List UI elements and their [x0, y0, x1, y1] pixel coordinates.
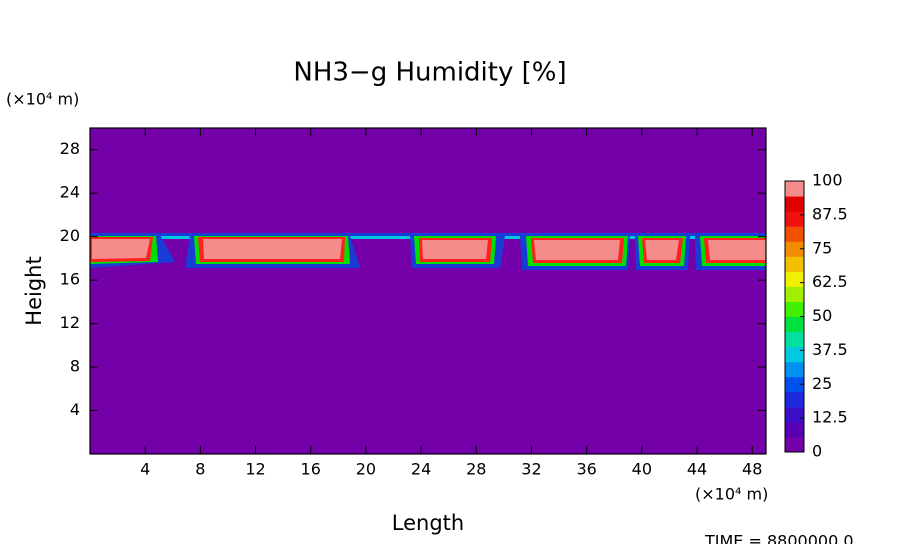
colorbar-band [785, 406, 804, 423]
colorbar-label: 75 [812, 238, 832, 257]
x-tick-label: 20 [356, 460, 376, 479]
y-axis-title: Height [22, 256, 46, 325]
y-unit: (×10⁴ m) [6, 90, 79, 109]
x-axis-title: Length [392, 511, 464, 535]
colorbar-band [785, 391, 804, 408]
cloud-layer [90, 233, 766, 270]
colorbar-label: 25 [812, 374, 832, 393]
colorbar-band [785, 331, 804, 348]
x-tick-label: 28 [466, 460, 486, 479]
colorbar-band [785, 211, 804, 227]
colorbar-band [785, 181, 804, 197]
colorbar-band [785, 286, 804, 302]
colorbar-band [785, 436, 804, 453]
x-unit: (×10⁴ m) [695, 485, 768, 504]
colorbar-label: 50 [812, 306, 832, 325]
x-tick-label: 40 [632, 460, 652, 479]
x-tick-label: 16 [301, 460, 321, 479]
y-tick-label: 20 [60, 226, 80, 245]
y-tick-label: 28 [60, 139, 80, 158]
colorbar-label: 12.5 [812, 408, 848, 427]
field-background [90, 128, 766, 454]
cloud-edge [90, 233, 766, 237]
x-tick-label: 32 [521, 460, 541, 479]
cloud-core [92, 239, 766, 260]
plot-frame [89, 127, 767, 455]
chart-title: NH3−g Humidity [%] [293, 58, 566, 88]
y-tick-label: 8 [70, 357, 80, 376]
y-tick-label: 12 [60, 313, 80, 332]
x-tick-label: 44 [687, 460, 707, 479]
colorbar-band [785, 316, 804, 333]
y-tick-label: 24 [60, 183, 80, 202]
colorbar-band [785, 256, 804, 272]
colorbar-band [785, 346, 804, 363]
colorbar-band [785, 271, 804, 287]
x-tick-label: 36 [576, 460, 596, 479]
colorbar-label: 0 [812, 442, 822, 461]
x-tick-label: 4 [140, 460, 150, 479]
colorbar-label: 100 [812, 171, 843, 190]
colorbar-band [785, 301, 804, 317]
colorbar-band [785, 421, 804, 438]
colorbar-band [785, 196, 804, 212]
y-tick-label: 4 [70, 400, 80, 419]
colorbar-band [785, 241, 804, 257]
x-tick-label: 24 [411, 460, 431, 479]
x-tick-label: 12 [245, 460, 265, 479]
x-tick-label: 48 [742, 460, 762, 479]
x-tick-label: 8 [195, 460, 205, 479]
colorbar-band [785, 226, 804, 242]
colorbar-label: 62.5 [812, 272, 848, 291]
colorbar-label: 87.5 [812, 204, 848, 223]
colorbar-band [785, 376, 804, 393]
colorbar-band [785, 361, 804, 378]
colorbar-label: 37.5 [812, 340, 848, 359]
y-tick-label: 16 [60, 270, 80, 289]
time-label: TIME = 8800000.0 [704, 532, 854, 544]
